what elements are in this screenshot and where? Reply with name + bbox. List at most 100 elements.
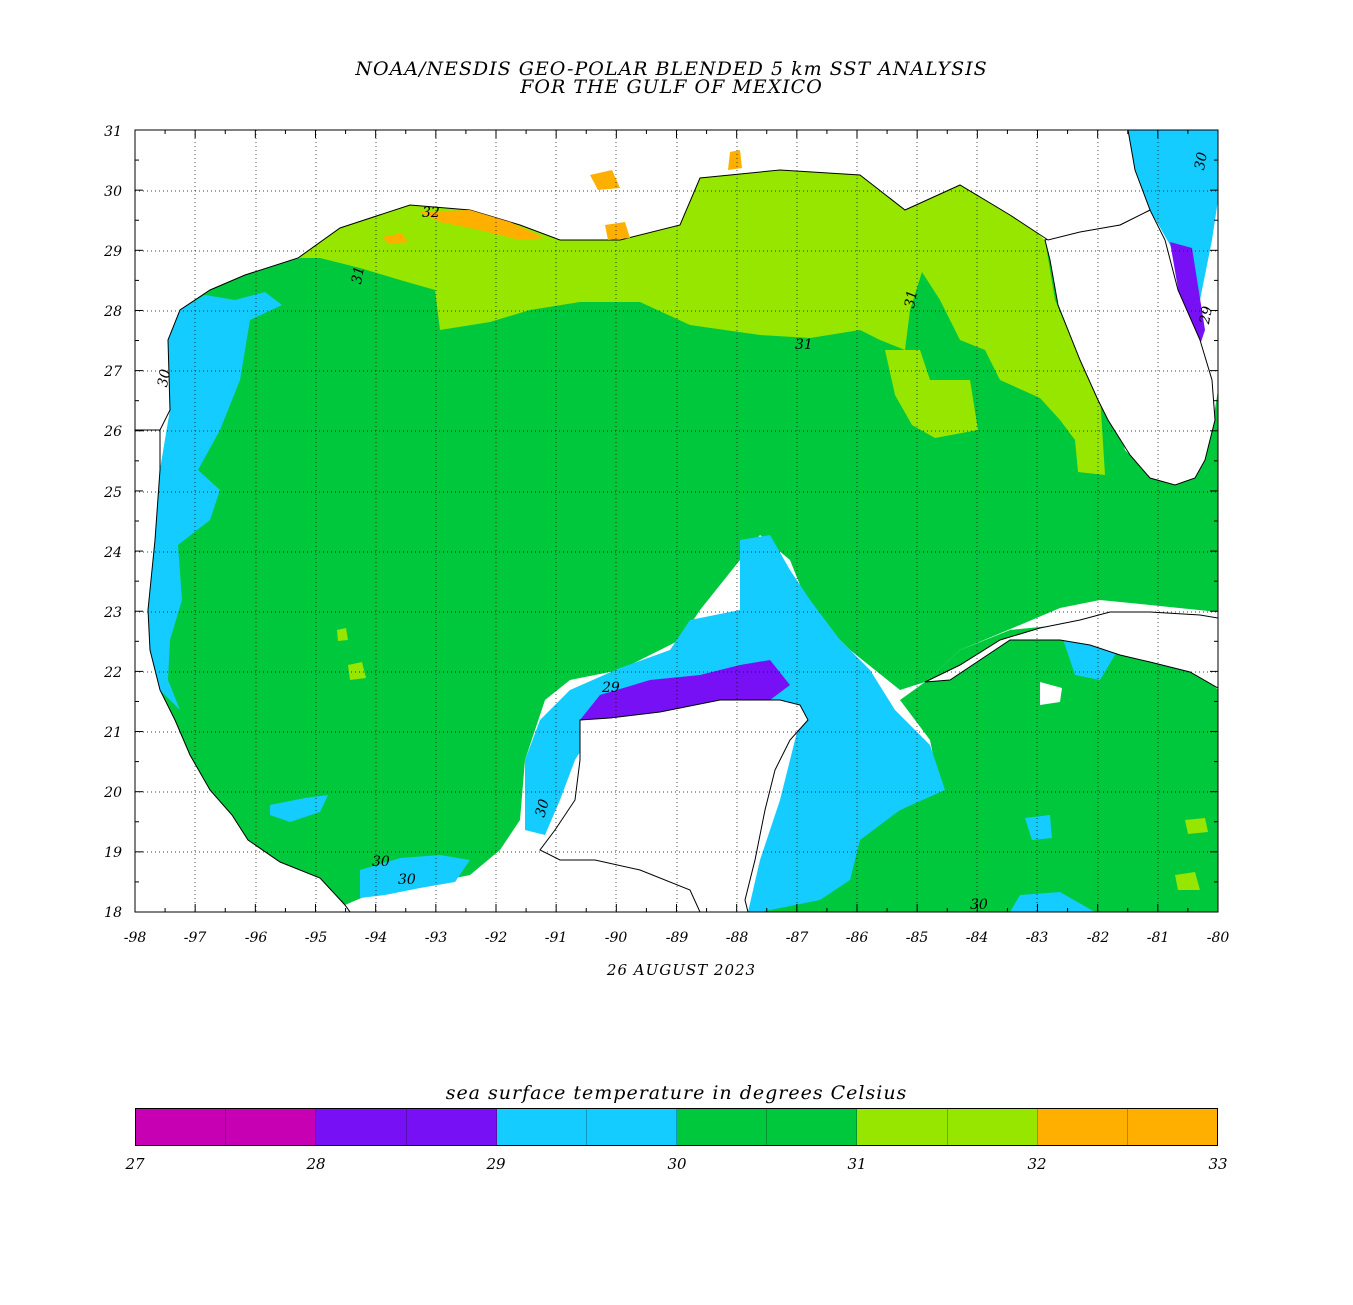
colorbar-segment [316, 1109, 407, 1145]
lon-tick-label: -80 [1207, 930, 1230, 946]
campeche-patch [270, 795, 328, 822]
lat-tick-label: 30 [104, 184, 122, 200]
warm-patch-6 [348, 662, 366, 680]
tick-marks [134, 129, 1219, 913]
lat-tick-label: 26 [103, 424, 122, 440]
caribbean-water-30-31 [760, 625, 1218, 912]
lon-tick-label: -96 [245, 930, 268, 946]
colorbar-segment [767, 1109, 858, 1145]
colorbar-segment [406, 1109, 497, 1145]
colorbar-segment [586, 1109, 678, 1145]
warm-patch-11 [810, 314, 845, 330]
florida-land [1044, 209, 1216, 486]
warm-patch-3 [383, 233, 408, 244]
colorbar-label: 32 [1027, 1155, 1047, 1173]
warm-patch-8 [1185, 818, 1208, 834]
contour-label: 31 [902, 289, 921, 309]
lat-tick-label: 22 [103, 665, 122, 681]
colorbar-segment [1037, 1109, 1128, 1145]
caribbean-patch-3 [1010, 892, 1095, 912]
shelf-31-32-patch [885, 350, 978, 438]
map-area [134, 129, 1219, 913]
colorbar-segment [947, 1109, 1038, 1145]
florida-coast-29-30 [1128, 130, 1218, 300]
lon-tick-label: -84 [966, 930, 989, 946]
contour-label: 30 [1192, 151, 1211, 171]
warm-patch-7 [337, 628, 348, 641]
contour-label: 30 [398, 872, 416, 888]
mexico-land [134, 429, 351, 913]
colorbar [135, 1108, 1218, 1146]
colorbar-segment [1127, 1109, 1218, 1145]
yucatan-channel-29-30 [525, 535, 945, 912]
map-title-line1: NOAA/NESDIS GEO-POLAR BLENDED 5 km SST A… [355, 58, 988, 80]
colorbar-label: 30 [667, 1155, 687, 1173]
colorbar-segment [496, 1109, 587, 1145]
lon-tick-label: -98 [124, 930, 147, 946]
campeche-28-29 [580, 660, 790, 722]
lat-tick-label: 25 [103, 485, 122, 501]
lon-tick-label: -85 [906, 930, 929, 946]
florida-coast-28-29 [1170, 242, 1205, 345]
lon-tick-label: -81 [1147, 930, 1170, 946]
contour-label: 29 [1197, 305, 1216, 326]
lon-tick-label: -88 [726, 930, 749, 946]
caribbean-patch-2 [1025, 815, 1052, 840]
warm-patch-4 [728, 150, 742, 170]
lat-gridlines [135, 190, 1218, 853]
lon-tick-labels: -98 -97 -96 -95 -94 -93 -92 -91 -90 -89 … [124, 930, 1230, 946]
warm-patch-2 [590, 170, 620, 190]
colorbar-label: 33 [1208, 1155, 1228, 1173]
warm-patch-5 [605, 222, 630, 240]
lon-tick-label: -86 [846, 930, 869, 946]
hispaniola-gap [1040, 682, 1062, 705]
lat-tick-label: 29 [103, 244, 122, 260]
colorbar-segment [136, 1109, 227, 1145]
gulf-water-30-31 [148, 172, 1218, 905]
contour-label: 30 [970, 897, 988, 913]
lon-tick-label: -95 [305, 930, 328, 946]
lat-tick-label: 31 [104, 124, 122, 140]
lon-tick-label: -87 [786, 930, 809, 946]
lon-tick-label: -90 [605, 930, 628, 946]
warm-patch-1 [420, 210, 545, 240]
colorbar-label: 28 [306, 1155, 326, 1173]
sst-map: 32 31 31 31 30 30 30 30 30 29 30 29 -98 … [103, 124, 1230, 946]
contour-label: 31 [349, 265, 368, 285]
lat-tick-label: 21 [103, 725, 122, 741]
contour-label: 32 [422, 205, 440, 221]
campeche-south-29-30 [360, 855, 470, 898]
lon-tick-label: -94 [365, 930, 388, 946]
map-title-line2: FOR THE GULF OF MEXICO [520, 76, 823, 98]
lat-tick-label: 20 [103, 785, 122, 801]
lon-tick-label: -93 [425, 930, 448, 946]
contour-label: 31 [795, 337, 813, 353]
warm-patch-9 [1175, 872, 1200, 890]
warm-patch-10 [765, 318, 788, 330]
yucatan-land [539, 699, 809, 913]
colorbar-segment [226, 1109, 317, 1145]
lon-tick-label: -91 [545, 930, 568, 946]
colorbar-segment [857, 1109, 948, 1145]
colorbar-title: sea surface temperature in degrees Celsi… [445, 1082, 908, 1104]
lat-tick-label: 19 [104, 845, 122, 861]
west-coast-29-30 [148, 292, 282, 710]
lon-tick-label: -82 [1087, 930, 1110, 946]
lat-tick-labels: 18 19 20 21 22 23 24 25 26 27 28 29 30 3… [103, 124, 122, 921]
lat-tick-label: 27 [103, 364, 122, 380]
lon-tick-label: -89 [666, 930, 689, 946]
colorbar-segment [677, 1109, 768, 1145]
contour-label: 30 [533, 797, 553, 818]
lat-tick-label: 18 [104, 905, 122, 921]
colorbar-label: 31 [847, 1155, 867, 1173]
colorbar-label: 27 [125, 1155, 145, 1173]
contour-label: 30 [155, 368, 174, 388]
lat-tick-label: 24 [103, 545, 122, 561]
contour-label: 29 [601, 680, 620, 696]
lon-tick-label: -83 [1026, 930, 1049, 946]
contour-label: 30 [372, 854, 390, 870]
lon-tick-label: -92 [485, 930, 508, 946]
contour-labels: 32 31 31 31 30 30 30 30 30 29 30 29 [155, 151, 1216, 913]
shelf-31-32 [298, 170, 1105, 475]
lon-tick-label: -97 [184, 930, 207, 946]
